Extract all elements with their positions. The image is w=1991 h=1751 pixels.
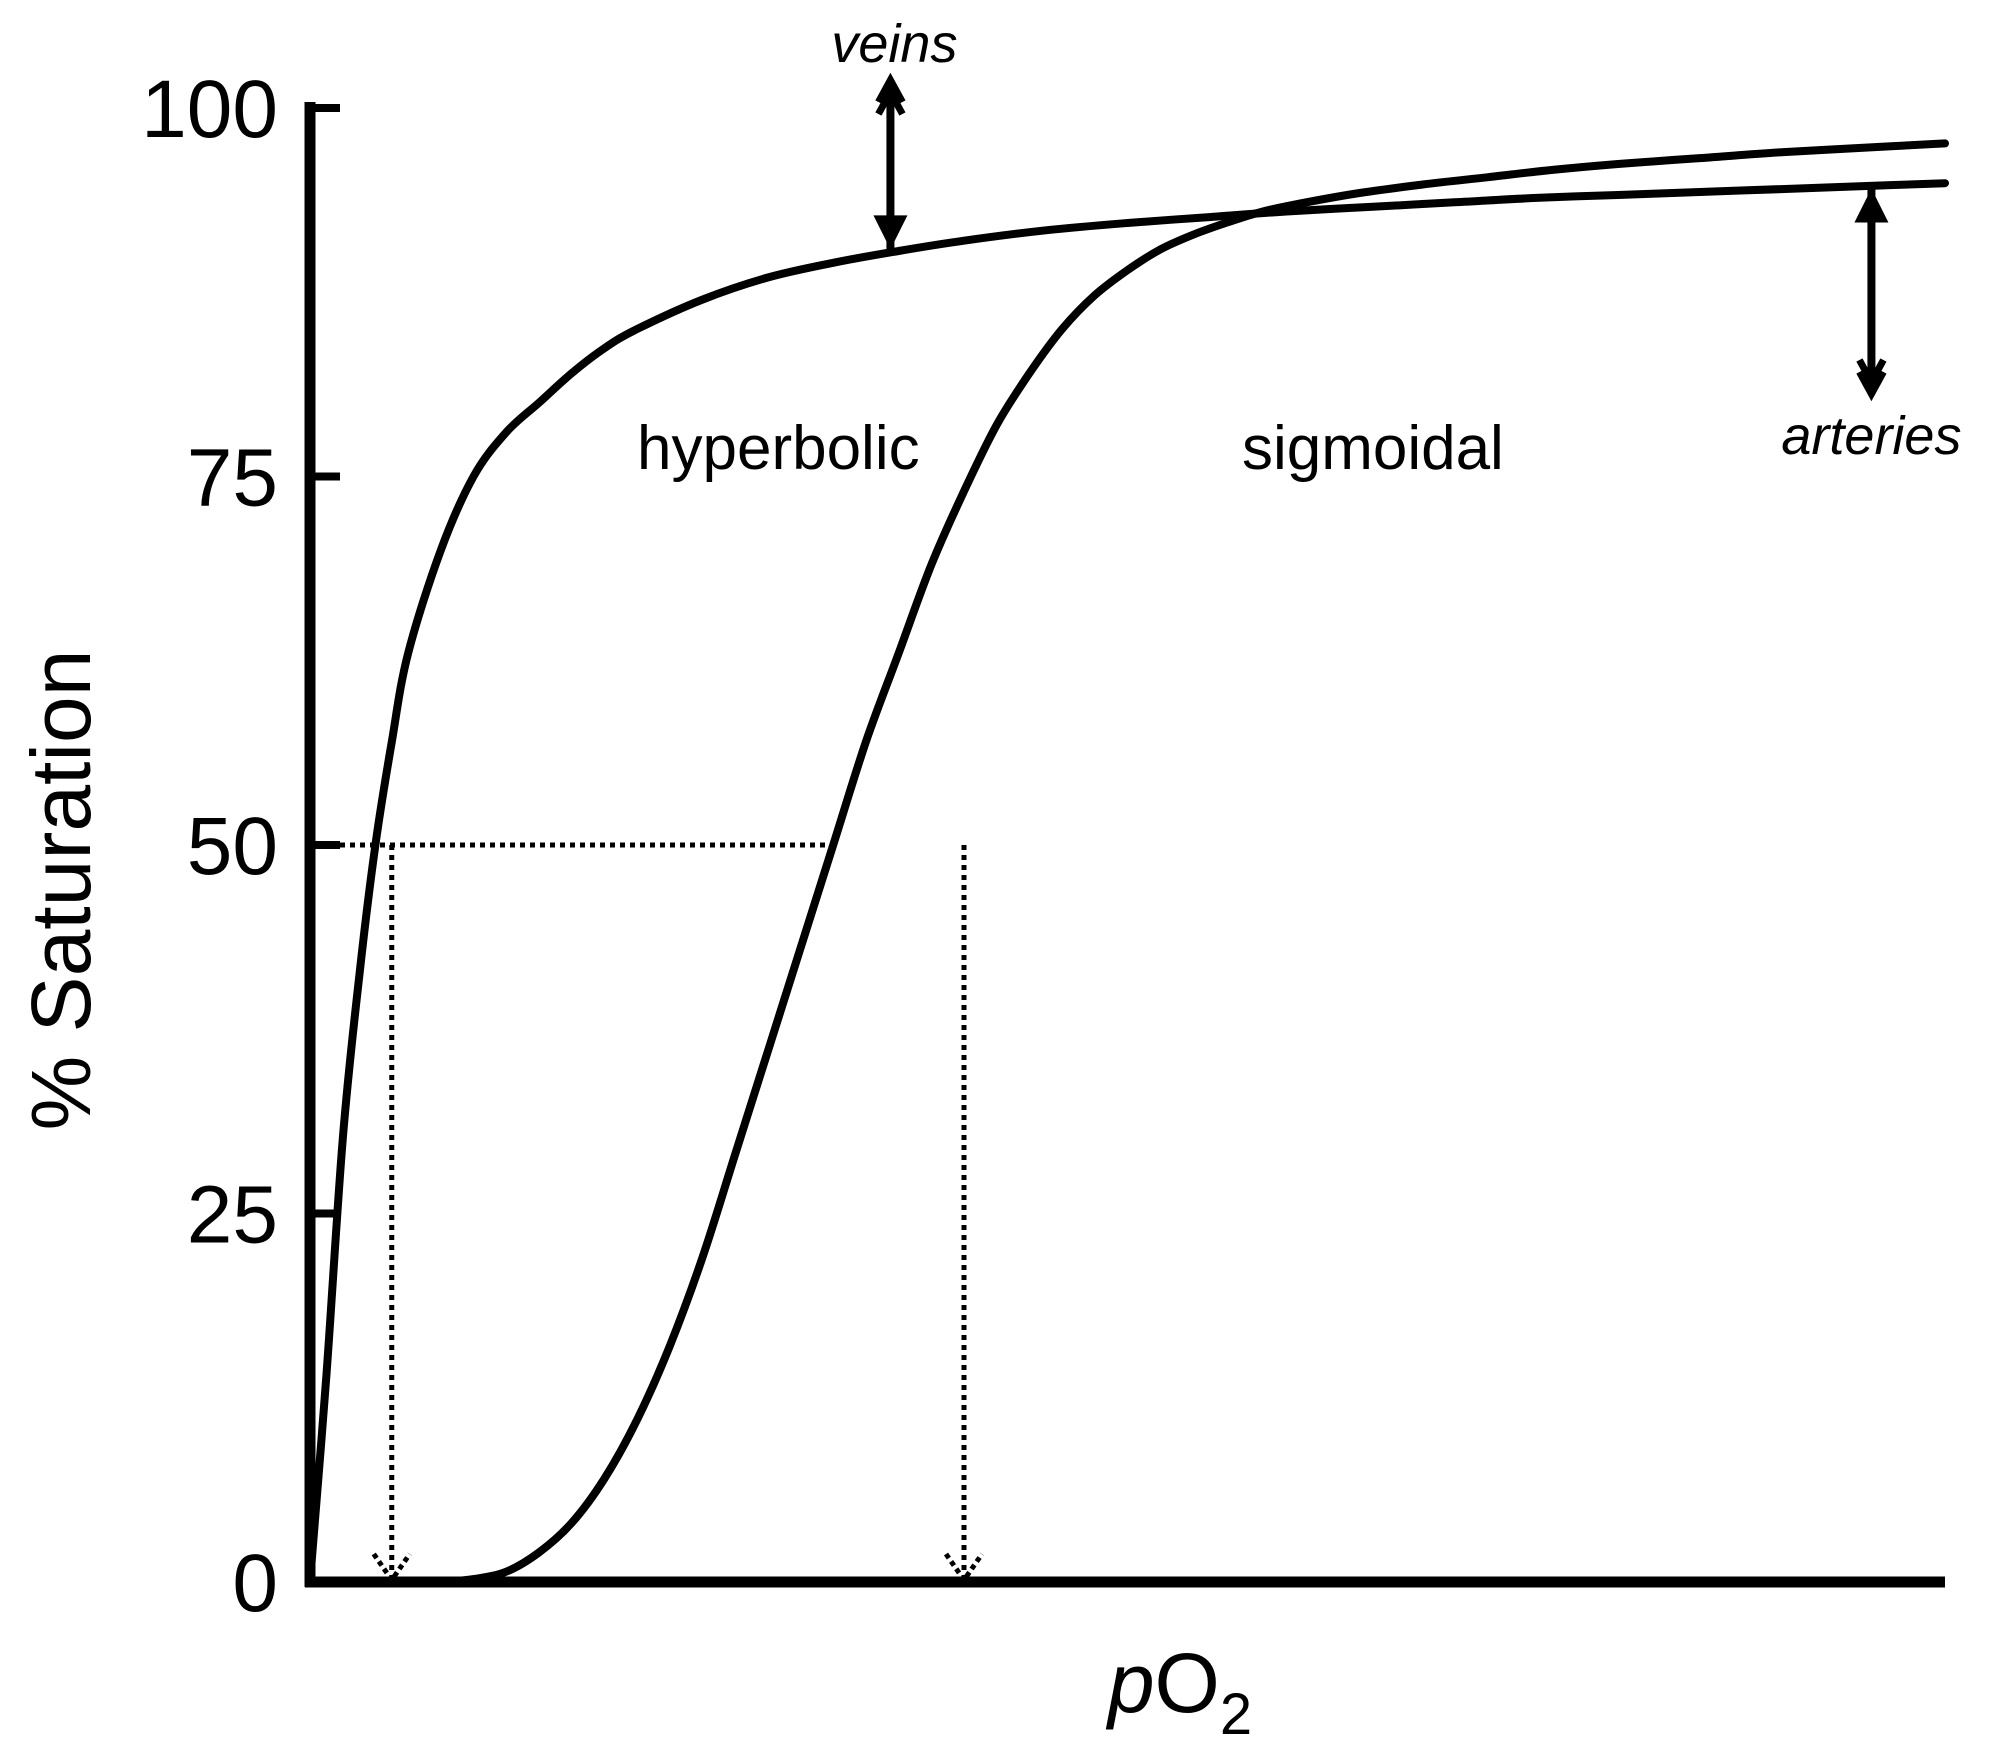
veins-arrow-fletch-2: [875, 72, 906, 104]
guide-arrowhead-1: [371, 1552, 412, 1585]
y-tick-label-100: 100: [141, 64, 278, 155]
x-axis-title: pO2: [1105, 1636, 1252, 1747]
veins-arrow-fletch-1: [875, 84, 906, 116]
x-axis-title-main: O: [1155, 1636, 1220, 1730]
y-tick-label-75: 75: [187, 433, 278, 524]
y-ticks-group: 0 25 50 75 100: [141, 64, 340, 1629]
y-tick-label-50: 50: [187, 801, 278, 892]
arteries-arrow-fletch-1: [1856, 358, 1887, 390]
series-line-hyperbolic: [306, 179, 1949, 1586]
guides-group: [310, 842, 985, 1585]
y-tick-label-0: 0: [232, 1538, 278, 1629]
curves-group: [306, 139, 1949, 1586]
annotation-arteries-label: arteries: [1781, 406, 1961, 466]
veins-arrow-head: [873, 215, 908, 250]
curve-label-hyperbolic: hyperbolic: [637, 414, 920, 483]
guide-arrowhead-2: [943, 1552, 985, 1585]
arteries-arrow-fletch-2: [1856, 370, 1887, 402]
x-axis-title-italic: p: [1105, 1636, 1155, 1730]
y-tick-label-25: 25: [187, 1170, 278, 1261]
y-axis-title: % Saturation: [14, 650, 108, 1131]
arteries-arrow-head: [1854, 188, 1889, 223]
curve-label-sigmoidal: sigmoidal: [1242, 414, 1504, 483]
series-line-sigmoidal: [436, 139, 1949, 1586]
x-axis-title-subscript: 2: [1220, 1682, 1252, 1747]
annotations-group: [873, 72, 1889, 402]
annotation-veins-label: veins: [831, 14, 957, 74]
